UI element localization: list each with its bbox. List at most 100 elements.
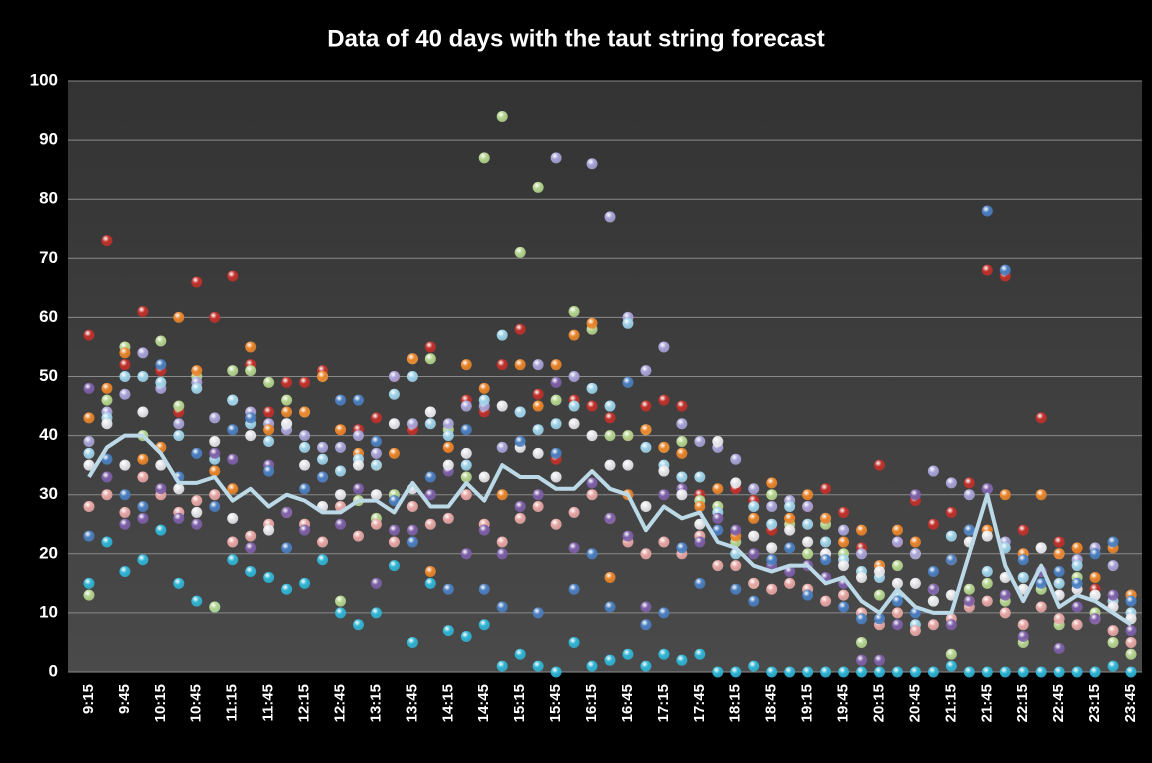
data-point bbox=[424, 566, 436, 578]
data-point bbox=[891, 619, 903, 631]
data-point bbox=[155, 483, 167, 495]
data-point bbox=[1035, 577, 1047, 589]
data-point bbox=[1071, 666, 1083, 678]
data-point bbox=[532, 400, 544, 412]
data-point bbox=[119, 388, 131, 400]
data-point bbox=[963, 666, 975, 678]
data-point bbox=[927, 619, 939, 631]
data-point bbox=[712, 524, 724, 536]
data-point bbox=[568, 542, 580, 554]
x-tick-label: 13:15 bbox=[367, 684, 384, 722]
data-point bbox=[442, 625, 454, 637]
data-point bbox=[909, 666, 921, 678]
data-point bbox=[784, 577, 796, 589]
data-point bbox=[478, 382, 490, 394]
data-point bbox=[406, 636, 418, 648]
data-point bbox=[676, 542, 688, 554]
data-point bbox=[514, 406, 526, 418]
data-point bbox=[496, 660, 508, 672]
data-point bbox=[119, 506, 131, 518]
data-point bbox=[1035, 542, 1047, 554]
data-point bbox=[730, 583, 742, 595]
data-point bbox=[550, 666, 562, 678]
data-point bbox=[442, 459, 454, 471]
data-point bbox=[1107, 660, 1119, 672]
data-point bbox=[1035, 601, 1047, 613]
data-point bbox=[1017, 524, 1029, 536]
forecast-line bbox=[87, 433, 1133, 627]
data-point bbox=[227, 554, 239, 566]
data-point bbox=[873, 589, 885, 601]
data-point bbox=[83, 501, 95, 513]
data-point bbox=[532, 359, 544, 371]
data-point bbox=[838, 536, 850, 548]
data-point bbox=[640, 548, 652, 560]
data-point bbox=[370, 518, 382, 530]
data-point bbox=[1089, 548, 1101, 560]
data-point bbox=[748, 483, 760, 495]
y-tick-label: 70 bbox=[39, 248, 58, 267]
data-point bbox=[945, 477, 957, 489]
data-point bbox=[694, 436, 706, 448]
data-point bbox=[927, 583, 939, 595]
data-point bbox=[927, 566, 939, 578]
data-point bbox=[604, 654, 616, 666]
data-point bbox=[1053, 566, 1065, 578]
data-point bbox=[191, 447, 203, 459]
data-point bbox=[802, 518, 814, 530]
data-point bbox=[640, 424, 652, 436]
data-point bbox=[891, 536, 903, 548]
data-point bbox=[155, 524, 167, 536]
data-point bbox=[406, 536, 418, 548]
data-point bbox=[1035, 412, 1047, 424]
data-point bbox=[820, 666, 832, 678]
data-point bbox=[856, 666, 868, 678]
x-tick-label: 10:15 bbox=[152, 684, 169, 722]
data-point bbox=[514, 246, 526, 258]
data-point bbox=[496, 329, 508, 341]
data-point bbox=[191, 276, 203, 288]
data-point bbox=[784, 524, 796, 536]
data-point bbox=[1107, 560, 1119, 572]
data-point bbox=[568, 583, 580, 595]
data-point bbox=[981, 595, 993, 607]
data-point bbox=[227, 394, 239, 406]
data-point bbox=[137, 347, 149, 359]
data-point bbox=[83, 329, 95, 341]
x-tick-label: 23:15 bbox=[1086, 684, 1103, 722]
data-point bbox=[245, 542, 257, 554]
data-point bbox=[586, 477, 598, 489]
data-point bbox=[694, 501, 706, 513]
x-tick-label: 20:15 bbox=[870, 684, 887, 722]
x-tick-label: 13:45 bbox=[403, 684, 420, 722]
data-point bbox=[281, 406, 293, 418]
data-point bbox=[568, 329, 580, 341]
data-point bbox=[352, 619, 364, 631]
data-point bbox=[658, 441, 670, 453]
x-tick-label: 17:15 bbox=[655, 684, 672, 722]
chart-title: Data of 40 days with the taut string for… bbox=[327, 25, 824, 52]
data-point bbox=[586, 489, 598, 501]
data-point bbox=[712, 560, 724, 572]
data-point bbox=[748, 501, 760, 513]
data-point bbox=[317, 441, 329, 453]
data-point bbox=[873, 654, 885, 666]
data-point bbox=[1017, 571, 1029, 583]
data-point bbox=[352, 530, 364, 542]
data-point bbox=[658, 607, 670, 619]
data-point bbox=[999, 607, 1011, 619]
data-point bbox=[658, 648, 670, 660]
data-point bbox=[388, 371, 400, 382]
data-point bbox=[640, 400, 652, 412]
data-point bbox=[335, 518, 347, 530]
data-point bbox=[155, 335, 167, 347]
data-point bbox=[478, 471, 490, 483]
data-point bbox=[137, 471, 149, 483]
data-point bbox=[532, 501, 544, 513]
data-point bbox=[263, 406, 275, 418]
data-point bbox=[640, 365, 652, 377]
data-point bbox=[1053, 666, 1065, 678]
data-point bbox=[245, 530, 257, 542]
x-tick-label: 11:45 bbox=[260, 684, 277, 722]
data-point bbox=[981, 577, 993, 589]
